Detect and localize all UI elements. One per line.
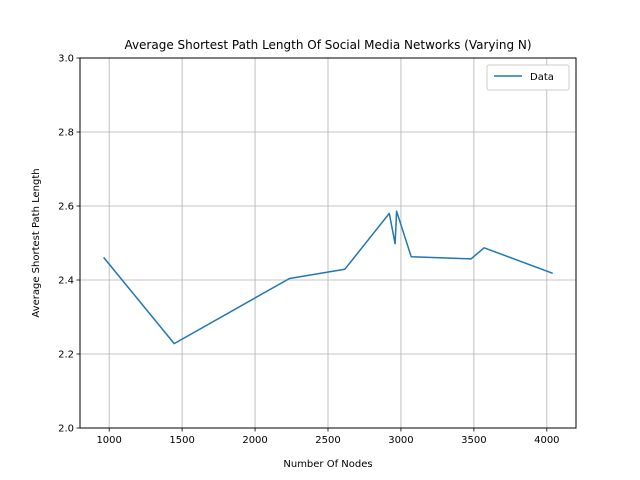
y-tick-label: 2.6 bbox=[58, 202, 74, 213]
x-tick-label: 1000 bbox=[96, 435, 121, 446]
series-group bbox=[103, 210, 553, 345]
chart-title: Average Shortest Path Length Of Social M… bbox=[124, 38, 531, 52]
x-tick-label: 1500 bbox=[169, 435, 194, 446]
y-tick-label: 2.8 bbox=[58, 128, 74, 139]
legend: Data bbox=[486, 64, 570, 91]
x-tick-label: 2000 bbox=[242, 435, 267, 446]
legend-label-data: Data bbox=[530, 72, 554, 83]
plot-frame bbox=[79, 57, 577, 429]
y-tick-label: 2.4 bbox=[58, 276, 74, 287]
x-tick-label: 3500 bbox=[461, 435, 486, 446]
y-tick-label: 2.0 bbox=[58, 424, 74, 435]
series-line-data bbox=[103, 210, 553, 345]
x-tick-label: 2500 bbox=[315, 435, 340, 446]
ticks: 1000 1500 2000 2500 3000 3500 4000 2.0 2.2 2.4 2.6… bbox=[58, 54, 559, 447]
y-tick-label: 3.0 bbox=[58, 54, 74, 65]
x-tick-label: 3000 bbox=[388, 435, 413, 446]
x-tick-label: 4000 bbox=[534, 435, 559, 446]
x-axis-label: Number Of Nodes bbox=[283, 459, 372, 470]
legend-box bbox=[486, 64, 570, 91]
y-axis-label: Average Shortest Path Length bbox=[31, 168, 42, 317]
y-tick-label: 2.2 bbox=[58, 350, 74, 361]
